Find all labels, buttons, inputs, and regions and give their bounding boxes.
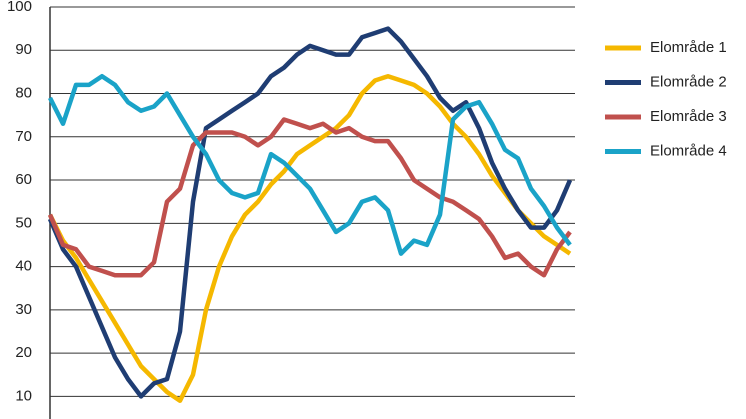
legend-label: Elområde 1 [650,39,727,56]
series-line [47,73,572,256]
y-tick-label: 30 [15,301,32,318]
series-line [47,26,573,399]
series-line [47,117,572,278]
y-tick-label: 50 [15,214,32,231]
legend-label: Elområde 3 [650,108,727,125]
y-tick-label: 80 [15,84,32,101]
legend-label: Elområde 2 [650,73,727,90]
y-tick-label: 20 [15,344,32,361]
y-tick-label: 40 [15,258,32,275]
y-tick-label: 100 [7,0,32,15]
y-tick-label: 70 [15,128,32,145]
y-tick-label: 90 [15,41,32,58]
legend-label: Elområde 4 [650,142,727,159]
series-line [47,73,572,403]
y-tick-label: 10 [15,387,32,404]
y-tick-label: 60 [15,171,32,188]
